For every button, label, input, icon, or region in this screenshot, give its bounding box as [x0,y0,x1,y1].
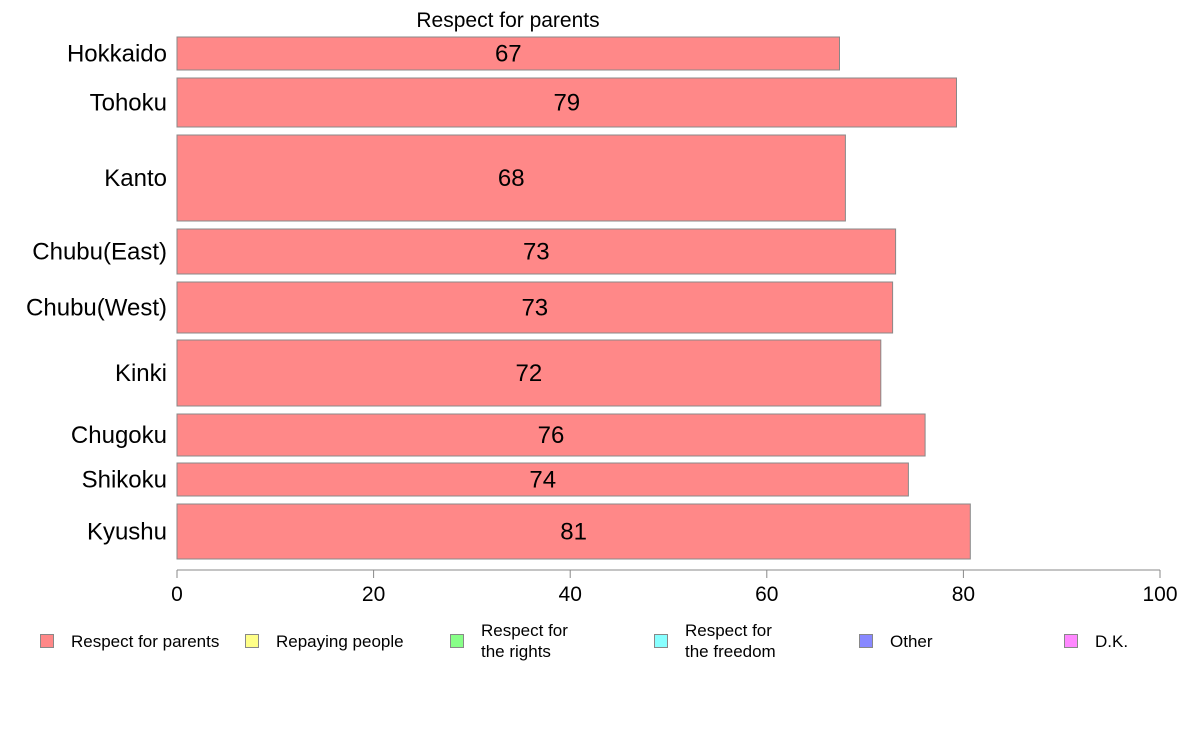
legend-swatch [654,634,668,648]
legend-swatch [450,634,464,648]
data-label: 68 [498,165,525,192]
data-label: 81 [560,519,587,546]
bars: Hokkaido 67 Tohoku 79 Kanto 68 Chubu(East) 73 Ch… [26,36,971,560]
bar-chubu-west [176,281,894,334]
legend-item-respect-for-the-freedom: Respect for the freedom [654,620,795,662]
legend-item-respect-for-the-rights: Respect for the rights [450,620,591,662]
chart-title: Respect for parents [416,9,599,32]
bar-kanto [176,134,846,222]
x-tick-label: 0 [171,583,183,606]
x-axis: 0 20 40 60 80 100 [171,569,1178,606]
category-label: Chubu(East) [32,239,167,266]
category-label: Kinki [115,360,167,387]
x-tick-label: 60 [755,583,778,606]
category-label: Kanto [104,165,167,192]
legend-item-other: Other [859,620,1040,662]
data-label: 76 [538,422,565,449]
bar-chubu-east [176,228,897,275]
bar-chugoku [176,413,926,457]
legend-swatch [245,634,259,648]
category-label: Hokkaido [67,41,167,68]
x-tick-label: 80 [952,583,975,606]
data-label: 74 [529,467,556,494]
legend-swatch [1064,634,1078,648]
legend: Respect for parents Repaying people Resp… [0,620,1188,670]
legend-label: D.K. [1095,631,1129,651]
legend-label: Respect for the rights [481,621,568,661]
bar-hokkaido [176,36,840,71]
legend-label: Respect for the freedom [685,621,776,661]
category-label: Chubu(West) [26,295,167,322]
legend-swatch [40,634,54,648]
legend-item-respect-for-parents: Respect for parents [40,620,221,662]
legend-item-dk: D.K. [1064,620,1185,662]
bar-tohoku [176,77,957,128]
bar-kinki [176,339,882,407]
x-tick-label: 100 [1142,583,1177,606]
x-tick-label: 40 [559,583,582,606]
legend-label: Repaying people [276,631,404,651]
legend-label: Respect for parents [71,631,220,651]
legend-label: Other [890,631,933,651]
legend-swatch [859,634,873,648]
category-label: Kyushu [87,519,167,546]
data-label: 72 [516,360,543,387]
data-label: 67 [495,41,522,68]
bar-shikoku [176,462,909,497]
category-label: Tohoku [90,90,167,117]
legend-item-repaying-people: Repaying people [245,620,426,662]
data-label: 73 [523,239,550,266]
category-label: Shikoku [82,467,167,494]
bar-kyushu [176,503,971,560]
category-label: Chugoku [71,422,167,449]
x-tick-label: 20 [362,583,385,606]
data-label: 73 [521,295,548,322]
data-label: 79 [553,90,580,117]
